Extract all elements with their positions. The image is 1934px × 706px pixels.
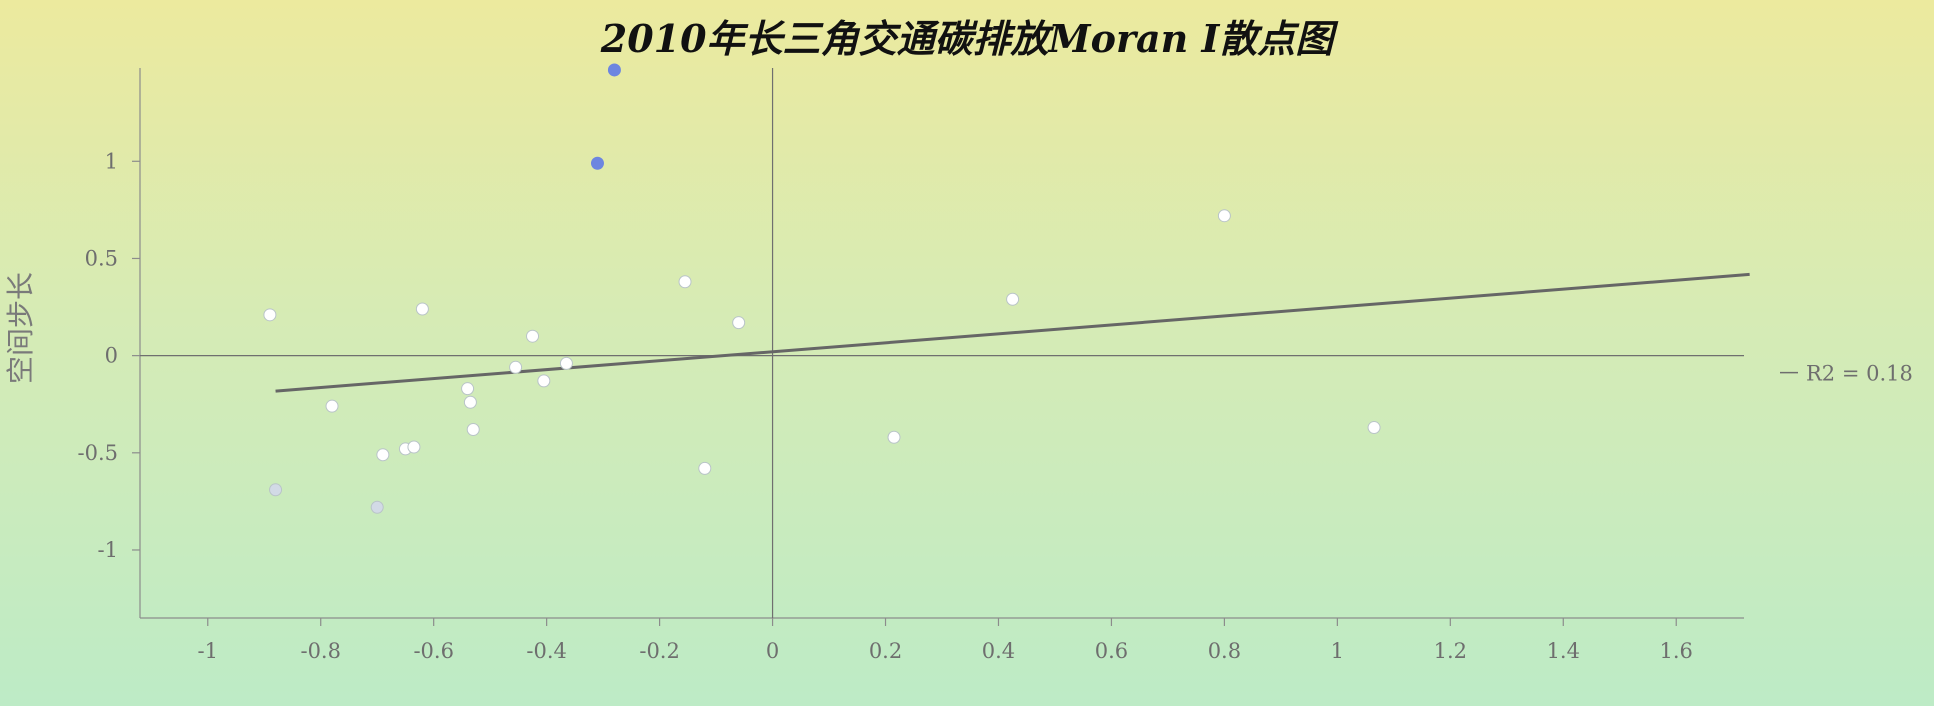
x-tick-label: 1.4 [1547, 639, 1580, 663]
y-tick-label: -0.5 [78, 441, 119, 465]
data-point [678, 275, 692, 289]
x-tick-label: 1.2 [1434, 639, 1467, 663]
data-point [590, 156, 604, 170]
data-point [887, 430, 901, 444]
x-tick-label: -1 [198, 639, 218, 663]
x-tick-label: 1 [1331, 639, 1344, 663]
x-tick-label: 0.8 [1208, 639, 1241, 663]
data-point [537, 374, 551, 388]
data-point [407, 440, 421, 454]
y-tick-label: -1 [98, 538, 118, 562]
x-tick-label: -0.4 [526, 639, 567, 663]
data-point [415, 302, 429, 316]
data-point [698, 461, 712, 475]
x-tick-label: -0.2 [639, 639, 680, 663]
data-point [1006, 292, 1020, 306]
data-point [1217, 209, 1231, 223]
y-axis-label: 空间步长 [4, 272, 37, 384]
data-point [463, 395, 477, 409]
data-point [509, 360, 523, 374]
x-tick-label: 1.6 [1660, 639, 1693, 663]
data-point [526, 329, 540, 343]
x-tick-label: 0.2 [869, 639, 902, 663]
regression-line [275, 272, 1750, 393]
data-point [607, 63, 621, 77]
data-point [370, 500, 384, 514]
y-tick-label: 1 [105, 149, 118, 173]
chart-title: 2010年长三角交通碳排放Moran I散点图 [600, 16, 1334, 61]
data-point [325, 399, 339, 413]
x-tick-label: -0.6 [413, 639, 454, 663]
y-tick-label: 0 [105, 344, 118, 368]
data-point [269, 483, 283, 497]
x-tick-label: 0 [766, 639, 779, 663]
x-tick-label: 0.6 [1095, 639, 1128, 663]
data-point [376, 448, 390, 462]
data-point [1367, 421, 1381, 435]
legend-label: R2 = 0.18 [1806, 362, 1913, 386]
data-point [263, 308, 277, 322]
data-point [732, 316, 746, 330]
data-point [559, 356, 573, 370]
data-point [461, 382, 475, 396]
x-tick-label: -0.8 [300, 639, 341, 663]
x-tick-label: 0.4 [982, 639, 1015, 663]
y-tick-label: 0.5 [85, 246, 118, 270]
data-point [466, 422, 480, 436]
